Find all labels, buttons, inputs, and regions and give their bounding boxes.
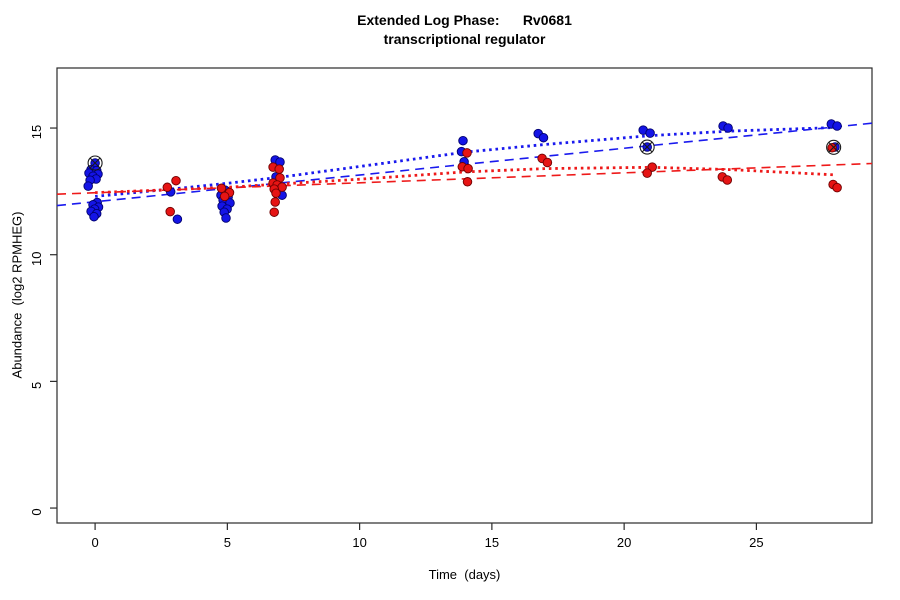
y-tick-label: 10 — [29, 251, 44, 265]
x-tick-label: 0 — [91, 535, 98, 550]
data-point-red — [162, 182, 173, 193]
outlier-marker — [826, 139, 842, 155]
y-tick-label: 0 — [29, 508, 44, 515]
data-point-red — [462, 148, 472, 158]
data-point-blue — [89, 211, 99, 222]
data-point-red — [642, 168, 652, 178]
data-point-blue — [221, 213, 231, 223]
outlier-marker — [87, 155, 103, 171]
y-tick-label: 15 — [29, 125, 44, 139]
x-tick-label: 20 — [617, 535, 631, 550]
data-point-red — [271, 188, 281, 198]
x-tick-label: 10 — [352, 535, 366, 550]
chart-title-line1: Extended Log Phase: Rv0681 — [357, 12, 572, 28]
data-point-blue — [458, 135, 468, 146]
data-point-red — [274, 164, 284, 174]
plot-box — [56, 67, 873, 524]
data-point-red — [722, 175, 733, 185]
x-tick-label: 25 — [749, 535, 763, 550]
data-point-blue — [538, 132, 549, 143]
data-point-blue — [832, 121, 842, 131]
data-point-blue — [83, 181, 93, 191]
outlier-marker-x — [828, 141, 840, 153]
y-tick-label: 5 — [29, 382, 44, 389]
data-point-red — [171, 175, 181, 186]
data-point-red — [216, 183, 227, 194]
data-point-blue — [645, 128, 655, 138]
data-point-red — [219, 191, 230, 202]
trend-line-red-dotted — [95, 165, 836, 194]
x-tick-label: 5 — [224, 535, 231, 550]
data-point-red — [542, 157, 553, 168]
x-tick-label: 15 — [485, 535, 499, 550]
outlier-marker-x — [641, 141, 653, 153]
chart-title-line2: transcriptional regulator — [383, 31, 546, 47]
data-point-red — [463, 163, 473, 174]
data-point-red — [269, 207, 279, 217]
data-point-red — [270, 197, 280, 207]
outlier-marker — [639, 139, 655, 155]
data-point-red — [832, 182, 842, 193]
outlier-marker-x — [89, 157, 101, 169]
data-point-red — [462, 177, 473, 187]
data-point-red — [647, 162, 657, 172]
data-point-blue — [723, 123, 733, 133]
data-point-red — [165, 206, 175, 217]
data-point-blue — [172, 214, 183, 224]
data-point-red — [827, 143, 837, 153]
x-axis-label: Time (days) — [428, 567, 501, 582]
